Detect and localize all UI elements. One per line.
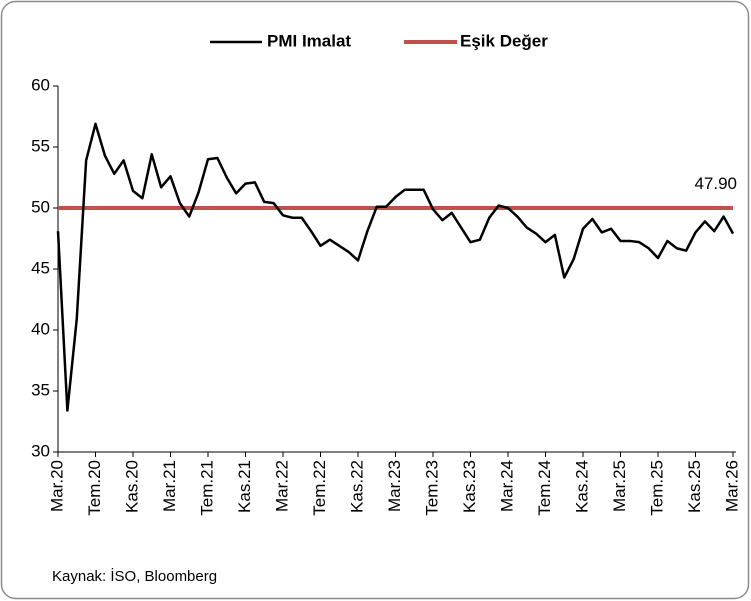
- y-tick-label: 50: [31, 197, 50, 216]
- x-tick-label: Kas.24: [572, 460, 591, 513]
- x-tick-label: Tem.21: [197, 460, 216, 516]
- value-label: 47.90: [694, 174, 737, 193]
- x-tick-label: Mar.21: [160, 460, 179, 512]
- x-tick-label: Kas.25: [685, 460, 704, 513]
- y-tick-label: 60: [31, 75, 50, 94]
- x-tick-label: Tem.22: [310, 460, 329, 516]
- x-tick-label: Mar.25: [610, 460, 629, 512]
- source-note: Kaynak: İSO, Bloomberg: [52, 567, 217, 585]
- x-tick-label: Tem.20: [85, 460, 104, 516]
- x-tick-label: Mar.20: [47, 460, 66, 512]
- x-tick-label: Kas.22: [347, 460, 366, 513]
- y-tick-label: 35: [31, 380, 50, 399]
- x-tick-label: Mar.22: [272, 460, 291, 512]
- y-tick-label: 30: [31, 441, 50, 460]
- x-tick-label: Tem.24: [535, 460, 554, 516]
- x-tick-label: Tem.25: [647, 460, 666, 516]
- x-tick-label: Kas.21: [235, 460, 254, 513]
- data-line: [56, 122, 735, 412]
- x-tick-label: Tem.23: [422, 460, 441, 516]
- x-tick-label: Mar.26: [722, 460, 741, 512]
- legend-label: Eşik Değer: [460, 31, 548, 50]
- x-tick-label: Mar.24: [497, 460, 516, 512]
- y-tick-label: 45: [31, 258, 50, 277]
- x-tick-label: Mar.23: [385, 460, 404, 512]
- y-tick-label: 55: [31, 136, 50, 155]
- y-tick-label: 40: [31, 319, 50, 338]
- legend-label: PMI Imalat: [267, 31, 351, 50]
- x-tick-label: Kas.23: [460, 460, 479, 513]
- x-tick-label: Kas.20: [122, 460, 141, 513]
